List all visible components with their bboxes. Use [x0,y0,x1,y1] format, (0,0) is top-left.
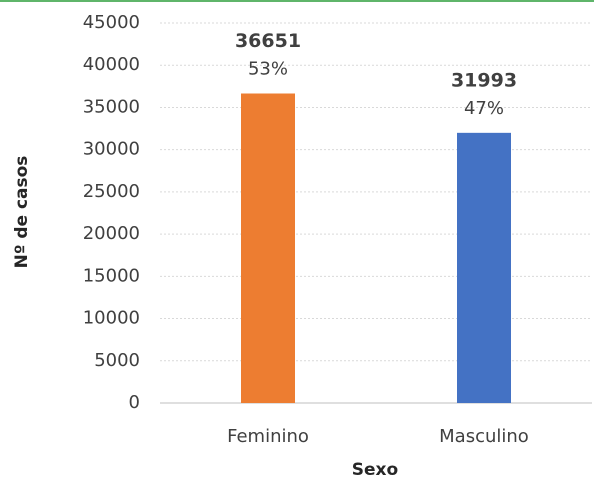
y-tick-label: 10000 [83,308,140,329]
y-tick-label: 5000 [94,350,140,371]
y-tick-label: 15000 [83,265,140,286]
percent-label: 53% [248,59,288,80]
y-tick-label: 25000 [83,181,140,202]
y-tick-label: 45000 [83,12,140,33]
y-axis-title: Nº de casos [12,156,32,269]
y-tick-label: 30000 [83,139,140,160]
value-label: 36651 [235,30,301,52]
y-tick-label: 40000 [83,54,140,75]
x-axis-title: Sexo [352,460,398,480]
x-tick-label: Feminino [227,426,309,447]
value-label: 31993 [451,69,517,91]
bar [457,132,511,403]
x-tick-label: Masculino [439,426,529,447]
bar [241,93,295,403]
percent-label: 47% [464,98,504,119]
y-tick-label: 20000 [83,223,140,244]
y-tick-label: 0 [129,392,140,413]
y-tick-label: 35000 [83,96,140,117]
